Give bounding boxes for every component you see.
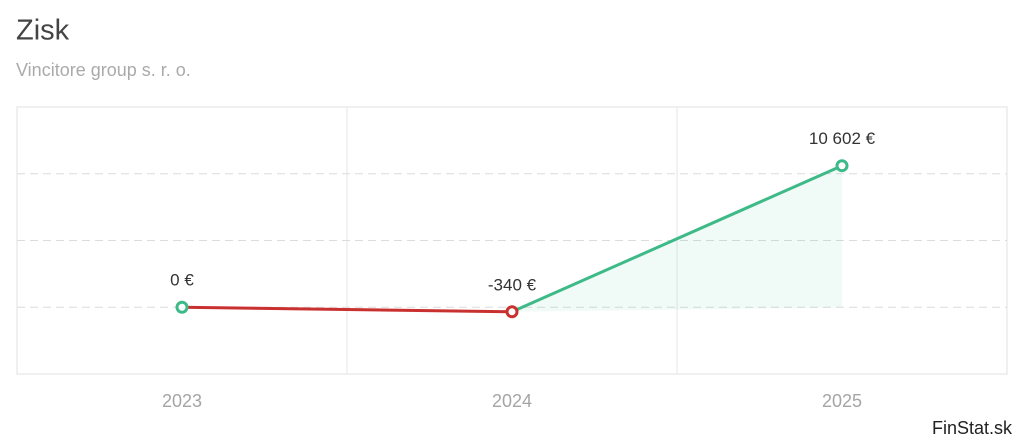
data-label: 10 602 € [809,129,876,148]
point [505,305,519,319]
chart-subtitle: Vincitore group s. r. o. [16,60,191,80]
x-tick-label: 2024 [492,391,532,411]
x-tick-label: 2025 [822,391,862,411]
line-segment [181,305,513,314]
chart-title: Zisk [16,15,70,47]
line-segment [511,164,843,314]
point [835,159,849,173]
x-tick-label: 2023 [162,391,202,411]
data-label: 0 € [170,271,194,290]
point [175,300,189,314]
data-label: -340 € [488,275,537,294]
credit[interactable]: FinStat.sk [932,418,1013,438]
